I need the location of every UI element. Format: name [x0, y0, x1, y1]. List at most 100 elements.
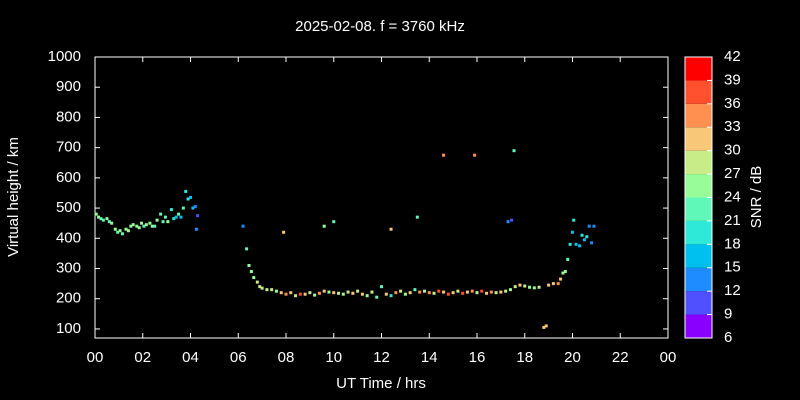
echo-point [551, 282, 555, 286]
echo-point [169, 208, 173, 212]
echo-point [129, 224, 133, 228]
echo-point [101, 218, 105, 222]
echo-point [148, 221, 152, 225]
echo-point [116, 230, 120, 234]
echo-point [142, 224, 146, 228]
echo-point [110, 221, 114, 225]
echo-point [255, 280, 259, 284]
echo-point [480, 289, 484, 293]
y-tick-label: 800 [56, 108, 81, 125]
echo-point [418, 290, 422, 294]
echo-point [437, 289, 441, 293]
colorbar-segment [685, 80, 712, 104]
echo-point [432, 291, 436, 295]
echo-point [186, 197, 190, 201]
echo-point [537, 285, 541, 289]
echo-point [561, 271, 565, 275]
echo-point [153, 224, 157, 228]
echo-point [118, 229, 122, 233]
echo-point [563, 270, 567, 274]
echo-point [189, 196, 192, 199]
echo-point [260, 286, 264, 290]
echo-point [544, 324, 548, 328]
echo-point [124, 227, 128, 231]
echo-point [556, 282, 560, 286]
echo-point [294, 294, 298, 298]
colorbar-segment [685, 314, 712, 338]
echo-point [284, 292, 288, 296]
echo-point [587, 224, 591, 228]
x-axis-label: UT Time / hrs [336, 375, 426, 392]
colorbar-tick-label: 27 [724, 165, 741, 182]
echo-point [140, 221, 144, 225]
echo-point [282, 230, 286, 234]
echo-point [394, 291, 398, 295]
echo-point [568, 242, 572, 246]
echo-point [512, 149, 516, 153]
colorbar-tick-label: 18 [724, 235, 741, 252]
echo-point [289, 291, 293, 295]
echo-point [113, 227, 117, 231]
colorbar-tick-label: 15 [724, 259, 741, 276]
echo-point [375, 295, 379, 299]
echo-point [389, 227, 393, 231]
y-tick-label: 900 [56, 78, 81, 95]
echo-point [120, 232, 124, 236]
y-tick-label: 200 [56, 290, 81, 307]
echo-point [279, 291, 283, 295]
colorbar-segment [685, 127, 712, 151]
echo-point [252, 276, 256, 280]
echo-point [356, 289, 360, 293]
colorbar-segment [685, 150, 712, 175]
echo-point [427, 291, 431, 295]
echo-point [504, 289, 508, 293]
echo-point [403, 292, 407, 296]
x-tick-label: 08 [278, 349, 295, 366]
echo-point [332, 220, 336, 224]
echo-point [99, 217, 103, 221]
x-tick-label: 12 [373, 349, 390, 366]
echo-point [518, 283, 522, 287]
echo-point [166, 220, 170, 224]
x-tick-label: 02 [134, 349, 151, 366]
echo-point [317, 291, 321, 295]
colorbar-tick-label: 39 [724, 71, 741, 88]
echo-point [181, 206, 185, 210]
echo-point [327, 290, 331, 294]
echo-point [365, 294, 369, 298]
echo-point [559, 277, 563, 281]
colorbar-label: SNR / dB [748, 166, 765, 229]
echo-point [489, 290, 493, 294]
echo-point [184, 189, 188, 193]
echo-point [389, 294, 393, 298]
echo-point [494, 291, 498, 295]
echo-point [172, 217, 176, 221]
echo-point [473, 153, 477, 157]
echo-point [415, 215, 419, 219]
x-tick-label: 10 [325, 349, 342, 366]
echo-point [174, 215, 178, 219]
echo-point [245, 247, 249, 251]
echo-point [105, 217, 109, 221]
colorbar-segment [685, 244, 712, 268]
echo-point [408, 291, 412, 295]
colorbar-tick-label: 36 [724, 95, 741, 112]
echo-point [270, 288, 274, 292]
echo-point [131, 223, 135, 227]
echo-point [506, 220, 510, 224]
x-tick-label: 16 [469, 349, 486, 366]
echo-point [332, 291, 336, 295]
x-tick-label: 00 [660, 349, 677, 366]
colorbar-segment [685, 291, 712, 315]
echo-point [179, 215, 183, 219]
echo-point [177, 212, 181, 216]
echo-point [547, 283, 551, 287]
echo-point [585, 235, 589, 239]
echo-point [566, 257, 570, 261]
echo-point [446, 292, 450, 296]
echo-point [191, 206, 195, 210]
echo-point [442, 153, 446, 157]
echo-point [580, 233, 584, 237]
